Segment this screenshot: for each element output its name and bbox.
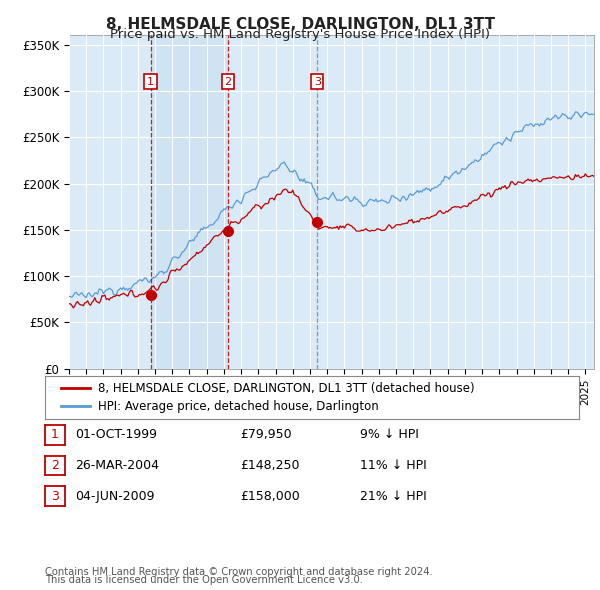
Text: Contains HM Land Registry data © Crown copyright and database right 2024.: Contains HM Land Registry data © Crown c… (45, 567, 433, 577)
Text: This data is licensed under the Open Government Licence v3.0.: This data is licensed under the Open Gov… (45, 575, 363, 585)
Text: 1: 1 (51, 428, 59, 441)
Text: £158,000: £158,000 (240, 490, 300, 503)
Text: 04-JUN-2009: 04-JUN-2009 (75, 490, 155, 503)
Bar (151, 35, 228, 369)
Text: 2: 2 (51, 459, 59, 472)
Text: 3: 3 (51, 490, 59, 503)
Legend: 8, HELMSDALE CLOSE, DARLINGTON, DL1 3TT (detached house), HPI: Average price, de: 8, HELMSDALE CLOSE, DARLINGTON, DL1 3TT … (56, 378, 479, 418)
Text: 01-OCT-1999: 01-OCT-1999 (75, 428, 157, 441)
Text: 2: 2 (224, 77, 232, 87)
Text: Price paid vs. HM Land Registry's House Price Index (HPI): Price paid vs. HM Land Registry's House … (110, 28, 490, 41)
Text: 26-MAR-2004: 26-MAR-2004 (75, 459, 159, 472)
Text: 9% ↓ HPI: 9% ↓ HPI (360, 428, 419, 441)
Text: 11% ↓ HPI: 11% ↓ HPI (360, 459, 427, 472)
Text: 1: 1 (147, 77, 154, 87)
Text: £148,250: £148,250 (240, 459, 299, 472)
Text: 8, HELMSDALE CLOSE, DARLINGTON, DL1 3TT: 8, HELMSDALE CLOSE, DARLINGTON, DL1 3TT (106, 17, 494, 31)
Text: £79,950: £79,950 (240, 428, 292, 441)
Text: 3: 3 (314, 77, 321, 87)
Text: 21% ↓ HPI: 21% ↓ HPI (360, 490, 427, 503)
